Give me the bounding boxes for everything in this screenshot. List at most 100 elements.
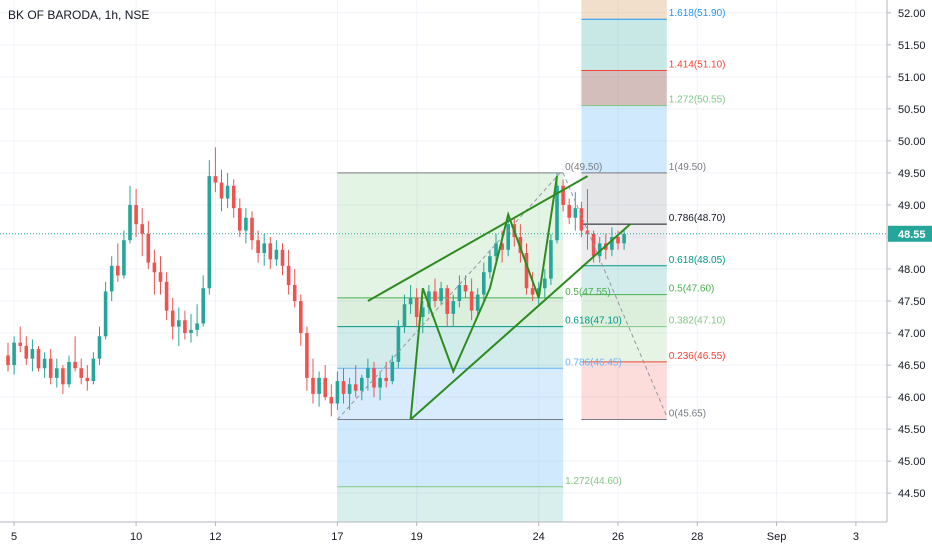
price-tick-label: 46.00 [898, 392, 926, 404]
candle-body [475, 294, 480, 311]
candle-body [6, 355, 10, 366]
candle-body [140, 224, 144, 234]
candle-body [109, 265, 114, 292]
fib-level-label: 0.786(46.45) [565, 357, 622, 368]
candle-body [378, 377, 382, 388]
candle-body [250, 217, 254, 241]
price-tick-label: 52.00 [898, 8, 926, 20]
candle-body [299, 301, 303, 334]
candle-body [524, 252, 529, 289]
candle-body [408, 297, 413, 305]
grid-lines [0, 0, 887, 522]
candle-body [360, 377, 364, 391]
candle-body [366, 368, 370, 378]
candle-body [390, 361, 395, 382]
price-tick-label: 44.50 [898, 488, 926, 500]
channel-line [367, 175, 588, 302]
time-tick-label: 19 [411, 531, 423, 543]
price-tick-label: 51.50 [898, 40, 926, 52]
candle-body [341, 381, 346, 394]
price-axis-background [887, 0, 932, 550]
candle-body [24, 345, 29, 359]
symbol-title: BK OF BARODA, 1h, NSE [8, 8, 150, 22]
time-tick-label: 26 [612, 531, 624, 543]
price-tick-label: 46.50 [898, 360, 926, 372]
candle-body [268, 243, 273, 260]
candle-body [451, 301, 456, 314]
fib-zone [581, 172, 667, 225]
candle-body [622, 233, 626, 244]
fib-level-label: 0(45.65) [669, 409, 706, 420]
candle-body [573, 208, 578, 218]
candles [6, 147, 626, 417]
time-tick-label: 28 [691, 531, 703, 543]
candle-body [457, 285, 462, 302]
candle-body [286, 265, 291, 286]
channel-line [409, 223, 631, 421]
candle-body [219, 182, 224, 199]
candle-body [482, 272, 486, 295]
time-axis-background [0, 522, 932, 550]
candle-body [353, 384, 358, 391]
candle-body [555, 185, 559, 241]
candle-body [305, 333, 309, 378]
fib-level-label: 0.786(48.70) [669, 213, 726, 224]
fib-zone [581, 0, 667, 20]
candle-body [170, 310, 175, 327]
candle-body [79, 368, 83, 378]
candle-body [396, 326, 401, 362]
candle-body [244, 217, 248, 231]
time-tick-label: 24 [533, 531, 545, 543]
price-tick-label: 51.00 [898, 72, 926, 84]
candle-body [610, 236, 614, 250]
fib-zone [581, 70, 667, 106]
candle-body [189, 329, 193, 334]
candle-body [597, 243, 602, 257]
current-price-label: 48.55 [898, 229, 926, 241]
candle-body [201, 288, 205, 324]
fib-level-label: 0.5(47.60) [669, 284, 715, 295]
fib-level-label: 1.272(44.60) [565, 476, 622, 487]
fib-zone [337, 419, 564, 487]
price-tick-label: 48.00 [898, 264, 926, 276]
candle-body [73, 361, 77, 369]
candle-body [231, 185, 236, 209]
candle-body [42, 358, 47, 369]
candle-body [134, 204, 138, 225]
candle-body [97, 336, 102, 359]
candle-body [323, 377, 327, 398]
candle-body [146, 233, 151, 263]
fib-level-label: 1.414(51.10) [669, 59, 726, 70]
candle-body [12, 342, 16, 366]
candle-body [128, 204, 132, 241]
candle-body [421, 307, 425, 318]
time-axis[interactable]: 5 10 12 17 19 24 26 28 Sep 3 [0, 521, 932, 550]
candle-body [372, 368, 376, 388]
candle-body [433, 291, 437, 302]
candle-body [585, 230, 590, 234]
candle-body [439, 288, 443, 302]
fib-zone [581, 294, 667, 327]
candle-body [280, 249, 285, 266]
candle-body [311, 377, 315, 394]
fib-zone [337, 368, 564, 420]
fib-zone [581, 326, 667, 362]
price-axis[interactable]: 52.0051.5051.0050.5050.0049.5049.0048.50… [886, 0, 932, 550]
candle-body [469, 291, 474, 311]
candle-body [292, 285, 297, 302]
candle-body [177, 320, 181, 327]
fib-level-label: 0(49.50) [565, 162, 602, 173]
fib-labels: 0(49.50) 0.5(47.55) 0.618(47.10) 0.786(46.4… [565, 8, 725, 487]
fib-levels [337, 18, 667, 488]
candle-body [567, 204, 571, 218]
candle-body [18, 342, 22, 346]
candle-body [549, 240, 553, 279]
candle-body [463, 285, 468, 292]
candle-body [213, 176, 218, 183]
price-tick-label: 49.00 [898, 200, 926, 212]
candle-body [262, 243, 266, 253]
fib-zone [581, 265, 667, 295]
price-tick-label: 47.50 [898, 296, 926, 308]
candle-body [543, 278, 547, 289]
